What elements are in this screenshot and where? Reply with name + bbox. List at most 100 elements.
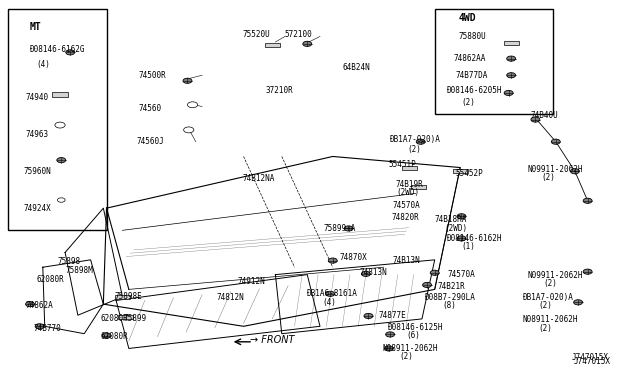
Circle shape	[26, 302, 35, 307]
Text: Ð08146-6125H: Ð08146-6125H	[388, 323, 443, 331]
Bar	[504, 41, 519, 45]
Circle shape	[583, 269, 592, 274]
Text: 74560: 74560	[138, 104, 161, 113]
Text: (1): (1)	[461, 243, 476, 251]
Circle shape	[422, 282, 431, 288]
Text: (2WD): (2WD)	[444, 224, 467, 233]
Text: 74813N: 74813N	[360, 268, 387, 277]
Text: 4WD: 4WD	[459, 13, 477, 23]
Circle shape	[102, 333, 111, 338]
Text: 74862AA: 74862AA	[454, 54, 486, 63]
Text: 75520U: 75520U	[243, 30, 270, 39]
Text: 74862A: 74862A	[26, 301, 53, 311]
Text: Ð08146-6162G: Ð08146-6162G	[30, 45, 86, 54]
Circle shape	[55, 122, 65, 128]
Text: (2): (2)	[407, 145, 421, 154]
Bar	[52, 92, 68, 97]
Bar	[452, 169, 468, 173]
Text: 64B24N: 64B24N	[342, 63, 370, 72]
Circle shape	[504, 90, 513, 96]
Text: (2WD): (2WD)	[396, 188, 420, 197]
Text: 74B40U: 74B40U	[531, 111, 558, 121]
Text: Ð08146-6162H: Ð08146-6162H	[447, 234, 503, 243]
Text: 74B770: 74B770	[33, 324, 61, 333]
Text: (4): (4)	[36, 60, 51, 69]
Text: 74870X: 74870X	[339, 253, 367, 263]
Text: 75880U: 75880U	[459, 32, 486, 41]
Circle shape	[457, 236, 466, 241]
Circle shape	[326, 291, 335, 296]
Text: ÐB1A7-020)A: ÐB1A7-020)A	[523, 293, 573, 302]
Text: 75899: 75899	[124, 314, 147, 323]
Text: 55452P: 55452P	[455, 169, 483, 177]
Text: (2): (2)	[539, 324, 552, 333]
Text: 62080R: 62080R	[100, 332, 128, 341]
Text: 74560J: 74560J	[136, 137, 164, 146]
Text: 74912N: 74912N	[237, 278, 265, 286]
Text: Ð08B7-290LA: Ð08B7-290LA	[425, 293, 476, 302]
Circle shape	[66, 50, 75, 55]
Circle shape	[531, 117, 540, 122]
Text: 572100: 572100	[285, 30, 313, 39]
Text: MT: MT	[30, 22, 42, 32]
Circle shape	[184, 127, 194, 133]
Circle shape	[507, 73, 516, 78]
Text: N09911-2062H: N09911-2062H	[528, 165, 583, 174]
Text: 74940: 74940	[26, 93, 49, 102]
Circle shape	[570, 169, 579, 174]
Text: 74877E: 74877E	[379, 311, 406, 320]
Text: 74B19R: 74B19R	[395, 180, 423, 189]
Text: (8): (8)	[442, 301, 456, 311]
Circle shape	[328, 258, 337, 263]
Circle shape	[457, 214, 466, 219]
Text: 74812N: 74812N	[217, 293, 244, 302]
Text: 74820R: 74820R	[392, 213, 419, 222]
Text: 75898E: 75898E	[115, 292, 143, 301]
Bar	[264, 43, 280, 47]
Circle shape	[362, 271, 371, 276]
Circle shape	[188, 102, 198, 108]
Text: N08911-2062H: N08911-2062H	[383, 344, 438, 353]
Text: N09911-2062H: N09911-2062H	[527, 271, 582, 280]
Text: 75899+A: 75899+A	[324, 224, 356, 233]
Text: 74B18RA: 74B18RA	[435, 215, 467, 224]
Bar	[8, 9, 106, 230]
Bar	[118, 315, 133, 319]
Text: (2): (2)	[541, 173, 556, 182]
Text: 55451P: 55451P	[389, 160, 417, 169]
Text: (2): (2)	[461, 98, 476, 107]
Text: J747015X: J747015X	[573, 357, 611, 366]
Text: Ð08146-6205H: Ð08146-6205H	[447, 86, 503, 95]
Circle shape	[58, 198, 65, 202]
Text: (6): (6)	[406, 331, 420, 340]
Circle shape	[583, 198, 592, 203]
Circle shape	[57, 158, 66, 163]
Text: → FRONT: → FRONT	[250, 335, 294, 345]
Circle shape	[303, 41, 312, 46]
Bar	[115, 295, 130, 299]
Circle shape	[551, 139, 560, 144]
Circle shape	[507, 56, 516, 61]
Text: 74B12NA: 74B12NA	[243, 174, 275, 183]
Text: 74B13N: 74B13N	[393, 256, 420, 265]
Text: (2): (2)	[399, 352, 413, 362]
Text: 75898: 75898	[58, 257, 81, 266]
Circle shape	[430, 270, 439, 275]
Bar	[411, 185, 426, 189]
Circle shape	[183, 78, 192, 83]
Circle shape	[386, 332, 394, 337]
Text: 74500R: 74500R	[138, 71, 166, 80]
Circle shape	[364, 313, 373, 318]
Bar	[435, 9, 552, 114]
Circle shape	[385, 346, 394, 351]
Circle shape	[35, 324, 44, 329]
Text: J747015X: J747015X	[572, 353, 609, 362]
Text: 75898M: 75898M	[65, 266, 93, 275]
Text: 74924X: 74924X	[23, 203, 51, 213]
Text: (4): (4)	[323, 298, 337, 307]
Text: ÐB1A6-8161A: ÐB1A6-8161A	[307, 289, 358, 298]
Circle shape	[416, 139, 425, 144]
Text: (2): (2)	[539, 301, 552, 311]
Circle shape	[344, 226, 353, 231]
Text: 75960N: 75960N	[23, 167, 51, 176]
